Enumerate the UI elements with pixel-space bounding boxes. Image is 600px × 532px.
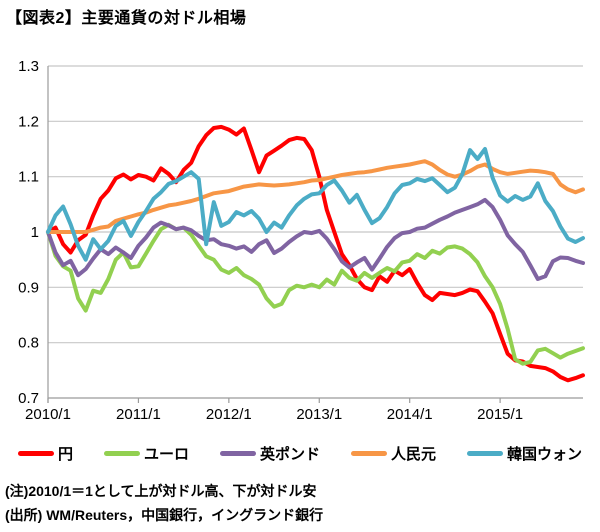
currency-line-chart: 2010/1 2011/1 2012/1 2013/1 2014/1 2015/1 0.7 0… [18,58,585,423]
x-tick-label: 2011/1 [116,406,161,423]
legend-item-4: 韓国ウォン [466,443,582,464]
x-tick-label: 2012/1 [206,406,252,423]
series-line-ユーロ [46,222,585,366]
y-tick-label: 0.7 [18,390,39,407]
legend-label: ユーロ [143,446,189,463]
chart-legend: 円 ユーロ 英ポンド 人民元 韓国ウォン [18,443,582,464]
chart-source: (出所) WM/Reuters，中国銀行，イングランド銀行 [5,507,324,523]
y-tick-label: 1.3 [18,58,39,75]
y-tick-label: 1.1 [18,169,39,186]
legend-label: 韓国ウォン [506,446,582,463]
series-line-韓国ウォン [46,147,585,262]
chart-note: (注)2010/1＝1として上が対ドル高、下が対ドル安 [5,483,317,499]
x-tick-label: 2014/1 [387,406,433,423]
legend-swatch-icon [18,451,54,456]
series-line-円 [46,124,585,383]
chart-title: 【図表2】主要通貨の対ドル相場 [6,10,247,27]
legend-item-0: 円 [18,443,73,464]
x-tick-label: 2015/1 [477,406,523,423]
legend-item-1: ユーロ [103,443,189,464]
y-tick-label: 0.9 [18,279,39,296]
legend-swatch-icon [219,451,256,456]
x-tick-label: 2013/1 [296,406,342,423]
series-line-英ポンド [46,197,585,281]
y-tick-label: 0.8 [18,335,39,352]
x-tick-label: 2010/1 [25,406,71,423]
y-tick-label: 1 [31,224,39,241]
y-tick-label: 1.2 [18,113,39,130]
legend-swatch-icon [103,451,140,456]
legend-swatch-icon [350,451,387,456]
legend-label: 英ポンド [259,446,320,463]
legend-item-3: 人民元 [350,443,436,464]
series-line-人民元 [46,159,585,234]
legend-swatch-icon [466,451,503,456]
legend-label: 円 [58,446,74,463]
legend-label: 人民元 [390,446,436,463]
legend-item-2: 英ポンド [219,443,320,464]
